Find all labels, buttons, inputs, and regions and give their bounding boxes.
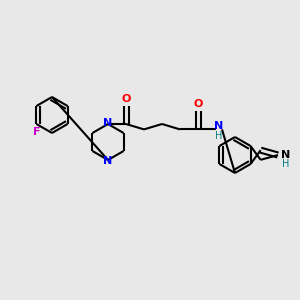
Text: H: H xyxy=(282,159,290,169)
Text: N: N xyxy=(103,156,112,166)
Text: N: N xyxy=(103,118,112,128)
Text: O: O xyxy=(121,94,131,104)
Text: F: F xyxy=(33,127,40,137)
Text: H: H xyxy=(215,131,223,141)
Text: N: N xyxy=(214,122,224,131)
Text: N: N xyxy=(281,150,291,160)
Text: O: O xyxy=(193,99,203,110)
